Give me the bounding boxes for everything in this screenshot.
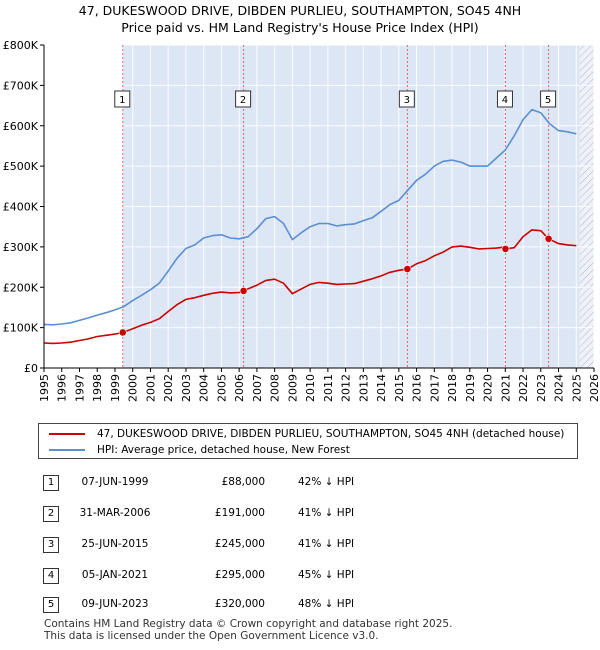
- x-tick-label: 1997: [73, 374, 86, 402]
- y-tick-label: £300K: [3, 241, 39, 254]
- y-tick-label: £800K: [3, 39, 39, 52]
- sale-price: £295,000: [214, 569, 265, 581]
- footer-line-1: Contains HM Land Registry data © Crown c…: [44, 618, 453, 630]
- sale-price: £320,000: [214, 598, 265, 610]
- sale-date: 25-JUN-2015: [81, 538, 149, 550]
- y-tick-label: £200K: [3, 281, 39, 294]
- sale-number-badge: 1: [43, 475, 59, 491]
- x-tick-label: 2003: [180, 374, 193, 402]
- x-tick-label: 2012: [340, 374, 353, 402]
- price-chart: 1 2 3 4 5 £0 £100K £200K £300K £400K £500K £600K £7…: [3, 39, 600, 402]
- legend-item-property: 47, DUKESWOOD DRIVE, DIBDEN PURLIEU, SOU…: [49, 426, 564, 442]
- title-line-1: 47, DUKESWOOD DRIVE, DIBDEN PURLIEU, SOU…: [78, 3, 522, 18]
- sale-marker-label: 3: [404, 95, 410, 106]
- y-tick-label: £400K: [3, 201, 39, 214]
- sale-date: 09-JUN-2023: [81, 598, 149, 610]
- x-tick-label: 2007: [251, 374, 264, 402]
- y-tick-label: £600K: [3, 120, 39, 133]
- sale-marker-label: 2: [240, 95, 246, 106]
- y-tick-label: £100K: [3, 322, 39, 335]
- sale-price: £245,000: [214, 538, 265, 550]
- x-tick-label: 2009: [286, 374, 299, 402]
- sale-marker-label: 4: [502, 95, 508, 106]
- sale-date: 05-JAN-2021: [81, 569, 149, 581]
- x-tick-label: 2025: [570, 374, 583, 402]
- x-tick-label: 1996: [56, 374, 69, 402]
- sale-price: £191,000: [214, 507, 265, 519]
- x-tick-label: 2020: [482, 374, 495, 402]
- x-tick-label: 2005: [215, 374, 228, 402]
- footer: Contains HM Land Registry data © Crown c…: [44, 618, 452, 642]
- footer-line-2: This data is licensed under the Open Gov…: [44, 630, 379, 642]
- x-tick-label: 2019: [464, 374, 477, 402]
- x-tick-label: 2013: [357, 374, 370, 402]
- y-tick-label: £0: [24, 362, 38, 375]
- legend-swatch-hpi: [49, 449, 85, 451]
- legend-label-hpi: HPI: Average price, detached house, New …: [97, 444, 350, 456]
- sale-marker-box: [114, 90, 131, 108]
- legend-item-hpi: HPI: Average price, detached house, New …: [49, 442, 350, 458]
- sale-point: [544, 234, 553, 243]
- sale-hpi-diff: 42% ↓ HPI: [298, 476, 355, 488]
- x-tick-label: 2004: [198, 374, 211, 402]
- legend-swatch-property: [49, 433, 85, 435]
- table-row: 1 07-JUN-1999 £88,000 42% ↓ HPI: [0, 474, 600, 494]
- sale-marker-label: 5: [545, 95, 551, 106]
- x-tick-label: 2024: [553, 374, 566, 402]
- x-tick-label: 2006: [233, 374, 246, 402]
- x-tick-label: 2011: [322, 374, 335, 402]
- sale-number-badge: 3: [43, 537, 59, 553]
- x-tick-label: 2002: [162, 374, 175, 402]
- x-tick-label: 2001: [144, 374, 157, 402]
- legend-label-property: 47, DUKESWOOD DRIVE, DIBDEN PURLIEU, SOU…: [97, 428, 565, 440]
- x-tick-label: 2021: [499, 374, 512, 402]
- chart-legend: 47, DUKESWOOD DRIVE, DIBDEN PURLIEU, SOU…: [38, 423, 578, 459]
- sale-hpi-diff: 45% ↓ HPI: [298, 569, 355, 581]
- sale-marker-box: [496, 90, 513, 108]
- title-line-2: Price paid vs. HM Land Registry's House …: [121, 20, 479, 35]
- table-row: 4 05-JAN-2021 £295,000 45% ↓ HPI: [0, 567, 600, 587]
- x-tick-label: 2000: [127, 374, 140, 402]
- sale-price: £88,000: [221, 476, 265, 488]
- sale-hpi-diff: 41% ↓ HPI: [298, 538, 355, 550]
- y-tick-label: £700K: [3, 79, 39, 92]
- x-tick-label: 2015: [393, 374, 406, 402]
- series-line-property: [43, 229, 577, 345]
- x-tick-label: 2022: [517, 374, 530, 402]
- sale-point: [118, 328, 127, 337]
- sale-marker-box: [398, 90, 415, 108]
- sale-number-badge: 5: [43, 597, 59, 613]
- sale-hpi-diff: 48% ↓ HPI: [298, 598, 355, 610]
- sale-number-badge: 2: [43, 506, 59, 522]
- table-row: 5 09-JUN-2023 £320,000 48% ↓ HPI: [0, 596, 600, 616]
- x-tick-label: 2026: [588, 374, 600, 402]
- sale-marker-box: [540, 90, 557, 108]
- x-tick-label: 2014: [375, 374, 388, 402]
- x-tick-label: 2008: [269, 374, 282, 402]
- x-tick-label: 2023: [535, 374, 548, 402]
- x-tick-label: 2016: [411, 374, 424, 402]
- x-tick-label: 1999: [109, 374, 122, 402]
- sale-date: 07-JUN-1999: [81, 476, 149, 488]
- x-tick-label: 2018: [446, 374, 459, 402]
- x-tick-label: 1995: [38, 374, 51, 402]
- table-row: 3 25-JUN-2015 £245,000 41% ↓ HPI: [0, 536, 600, 556]
- sale-date: 31-MAR-2006: [79, 507, 151, 519]
- chart-title: 47, DUKESWOOD DRIVE, DIBDEN PURLIEU, SOU…: [0, 2, 600, 36]
- series-line-hpi: [43, 108, 577, 326]
- x-tick-label: 2017: [428, 374, 441, 402]
- y-tick-label: £500K: [3, 160, 39, 173]
- sale-point: [501, 244, 510, 253]
- sale-point: [403, 265, 412, 273]
- sale-marker-box: [235, 90, 252, 108]
- sale-marker-label: 1: [119, 95, 125, 106]
- sale-point: [239, 286, 248, 295]
- sale-number-badge: 4: [43, 568, 59, 584]
- sale-hpi-diff: 41% ↓ HPI: [298, 507, 355, 519]
- x-tick-label: 1998: [91, 374, 104, 402]
- x-tick-label: 2010: [304, 374, 317, 402]
- table-row: 2 31-MAR-2006 £191,000 41% ↓ HPI: [0, 505, 600, 525]
